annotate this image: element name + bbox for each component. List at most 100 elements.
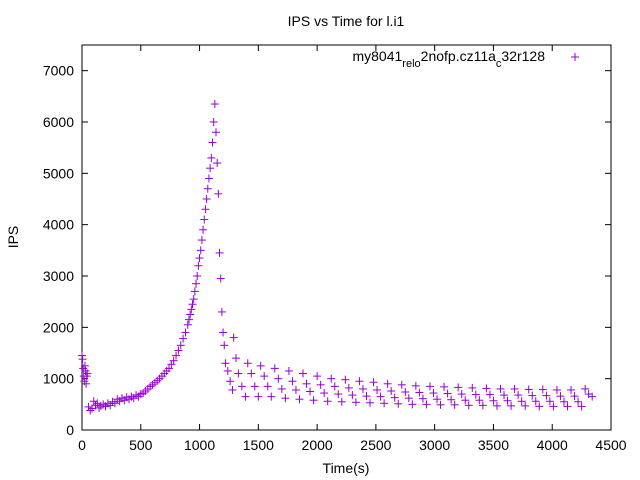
data-point xyxy=(415,388,424,397)
data-point xyxy=(503,396,512,405)
data-point xyxy=(295,395,304,404)
data-point xyxy=(220,341,229,350)
x-tick-label: 0 xyxy=(78,437,86,453)
data-point xyxy=(164,364,173,373)
data-point xyxy=(538,385,547,394)
data-point xyxy=(78,351,86,360)
data-point xyxy=(203,184,212,193)
legend: my8041relo2nofp.cz11ac32r128 xyxy=(352,48,579,70)
x-tick-label: 2500 xyxy=(360,437,391,453)
data-point xyxy=(447,395,456,404)
data-point xyxy=(429,389,438,398)
data-point xyxy=(563,402,572,411)
data-point xyxy=(313,372,322,381)
data-point xyxy=(545,397,554,406)
data-point xyxy=(556,392,565,401)
data-point xyxy=(327,374,336,383)
data-point xyxy=(231,354,240,363)
data-point xyxy=(204,174,213,183)
data-point xyxy=(401,388,410,397)
data-point xyxy=(514,391,523,400)
data-point xyxy=(588,392,597,401)
data-point xyxy=(84,402,93,411)
data-point xyxy=(433,395,442,404)
data-point xyxy=(408,400,417,409)
x-tick-label: 4500 xyxy=(595,437,626,453)
data-point xyxy=(214,189,223,198)
data-point xyxy=(186,310,195,319)
data-point xyxy=(559,397,568,406)
data-point xyxy=(468,383,477,392)
data-point xyxy=(234,369,243,378)
data-point xyxy=(373,385,382,394)
data-point xyxy=(577,402,586,411)
data-point xyxy=(254,392,263,401)
data-point xyxy=(316,380,325,389)
x-tick-label: 2000 xyxy=(302,437,333,453)
data-point xyxy=(320,389,329,398)
series-points xyxy=(78,100,597,415)
data-point xyxy=(217,307,226,316)
data-point xyxy=(454,383,463,392)
data-point xyxy=(394,399,403,408)
data-point xyxy=(174,346,183,355)
data-point xyxy=(500,391,509,400)
data-point xyxy=(390,393,399,402)
data-point xyxy=(351,398,360,407)
data-point xyxy=(485,390,494,399)
y-tick-label: 7000 xyxy=(43,63,74,79)
data-point xyxy=(341,375,350,384)
data-point xyxy=(496,384,505,393)
y-tick-label: 5000 xyxy=(43,165,74,181)
data-point xyxy=(194,261,203,270)
data-point xyxy=(471,390,480,399)
data-point xyxy=(517,397,526,406)
data-point xyxy=(457,390,466,399)
data-point xyxy=(284,366,293,375)
data-point xyxy=(358,384,367,393)
data-point xyxy=(507,401,516,410)
data-point xyxy=(489,396,498,405)
legend-marker-plus-icon xyxy=(571,53,579,61)
plot-frame xyxy=(81,44,612,431)
data-point xyxy=(196,246,205,255)
data-point xyxy=(263,382,272,391)
data-point xyxy=(542,391,551,400)
data-point xyxy=(387,386,396,395)
x-tick-label: 4000 xyxy=(537,437,568,453)
data-point xyxy=(524,385,533,394)
data-point xyxy=(309,396,318,405)
y-tick-label: 1000 xyxy=(43,371,74,387)
data-point xyxy=(187,305,196,314)
data-point xyxy=(193,272,202,280)
data-point xyxy=(183,320,192,329)
data-point xyxy=(188,300,197,309)
data-point xyxy=(436,400,445,409)
data-point xyxy=(344,383,353,392)
data-point xyxy=(366,398,375,407)
data-point xyxy=(482,384,491,393)
data-point xyxy=(226,377,235,386)
data-point xyxy=(531,397,540,406)
data-point xyxy=(209,118,218,126)
data-point xyxy=(241,392,250,401)
data-point xyxy=(267,392,276,401)
chart-title: IPS vs Time for l.i1 xyxy=(288,13,405,29)
data-point xyxy=(219,328,228,337)
data-point xyxy=(256,361,265,370)
data-point xyxy=(86,406,95,415)
data-point xyxy=(528,391,537,400)
legend-label: my8041relo2nofp.cz11ac32r128 xyxy=(352,48,545,70)
data-point xyxy=(383,379,392,388)
data-point xyxy=(260,372,269,381)
data-point xyxy=(450,400,459,409)
data-point xyxy=(299,369,308,378)
data-point xyxy=(197,236,206,245)
y-tick-label: 3000 xyxy=(43,268,74,284)
data-point xyxy=(277,384,286,393)
data-point xyxy=(82,379,91,388)
data-point xyxy=(199,225,208,234)
data-point xyxy=(380,399,389,408)
y-axis: 0 1000 2000 3000 4000 5000 6000 7000 xyxy=(43,63,611,438)
